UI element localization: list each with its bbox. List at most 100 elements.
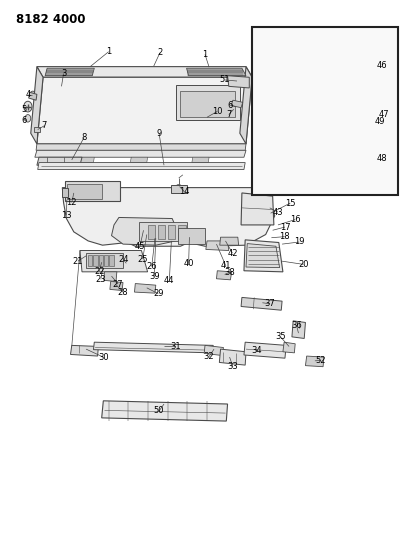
Polygon shape (243, 240, 282, 272)
Text: 47: 47 (378, 110, 389, 119)
Text: 8: 8 (81, 133, 87, 142)
Text: 4: 4 (26, 91, 31, 99)
Circle shape (121, 219, 139, 242)
Text: 5: 5 (21, 105, 26, 114)
Polygon shape (80, 251, 147, 272)
Polygon shape (297, 129, 310, 144)
Polygon shape (239, 67, 252, 144)
Circle shape (47, 79, 74, 113)
Polygon shape (305, 356, 323, 367)
Text: 46: 46 (376, 61, 387, 69)
Bar (139, 222, 186, 241)
Text: 25: 25 (137, 255, 148, 263)
Polygon shape (111, 217, 177, 245)
Text: 52: 52 (315, 356, 326, 365)
Text: 2: 2 (157, 49, 162, 57)
Bar (86, 253, 123, 268)
Text: 15: 15 (284, 199, 295, 207)
Bar (179, 91, 234, 117)
Polygon shape (35, 150, 245, 157)
Text: 51: 51 (219, 76, 229, 84)
Circle shape (24, 101, 32, 112)
Polygon shape (134, 284, 155, 293)
Polygon shape (282, 342, 294, 353)
Text: 3: 3 (61, 69, 66, 78)
Circle shape (175, 184, 182, 194)
Text: 42: 42 (227, 249, 237, 257)
Text: 50: 50 (153, 407, 164, 415)
Bar (147, 225, 155, 239)
Text: 30: 30 (98, 353, 108, 361)
Text: 7: 7 (225, 110, 231, 119)
Polygon shape (294, 107, 314, 116)
Text: 26: 26 (146, 262, 157, 271)
Text: 34: 34 (251, 346, 261, 355)
Polygon shape (34, 127, 40, 132)
Polygon shape (36, 144, 245, 150)
Text: 48: 48 (376, 155, 387, 163)
Polygon shape (204, 345, 223, 356)
Polygon shape (103, 272, 117, 281)
Polygon shape (191, 157, 209, 163)
Text: 49: 49 (373, 117, 384, 126)
Polygon shape (314, 109, 320, 115)
Circle shape (157, 220, 175, 244)
Circle shape (126, 99, 144, 122)
Polygon shape (245, 244, 279, 268)
Circle shape (140, 220, 158, 243)
Text: 36: 36 (290, 321, 301, 329)
Text: 1: 1 (202, 50, 207, 59)
Polygon shape (101, 401, 227, 421)
Text: 20: 20 (297, 260, 308, 269)
Text: 22: 22 (94, 267, 104, 276)
Polygon shape (205, 241, 228, 251)
Polygon shape (37, 157, 82, 165)
Text: 41: 41 (220, 262, 231, 270)
Bar (99, 255, 103, 266)
Circle shape (112, 190, 117, 197)
Text: 23: 23 (95, 275, 106, 284)
Text: 12: 12 (66, 198, 77, 207)
Text: 17: 17 (279, 223, 290, 231)
Text: 28: 28 (117, 288, 128, 296)
Text: 6: 6 (226, 101, 232, 109)
Circle shape (102, 190, 107, 197)
Circle shape (57, 92, 64, 100)
Polygon shape (29, 92, 37, 100)
Polygon shape (77, 157, 94, 163)
Polygon shape (110, 281, 123, 290)
Bar (104, 255, 108, 266)
Bar (93, 255, 97, 266)
Text: 8182 4000: 8182 4000 (16, 13, 86, 26)
Bar (178, 225, 185, 239)
Bar (252, 27, 397, 195)
Polygon shape (45, 68, 94, 76)
Bar (178, 228, 204, 244)
Polygon shape (288, 109, 294, 115)
Polygon shape (130, 157, 147, 163)
Text: 16: 16 (289, 215, 300, 224)
Text: 27: 27 (112, 280, 123, 288)
Polygon shape (219, 237, 238, 245)
Polygon shape (171, 185, 186, 193)
Circle shape (30, 91, 36, 99)
Text: 35: 35 (274, 333, 285, 341)
Bar (109, 255, 113, 266)
Text: 18: 18 (279, 232, 289, 241)
Text: 1: 1 (106, 47, 111, 56)
Text: 45: 45 (134, 243, 145, 251)
Polygon shape (31, 67, 43, 144)
Polygon shape (240, 193, 273, 225)
Polygon shape (216, 271, 231, 280)
Bar (157, 225, 165, 239)
Circle shape (151, 99, 169, 122)
Text: 39: 39 (148, 272, 159, 280)
Text: 10: 10 (211, 107, 222, 116)
Circle shape (180, 231, 188, 241)
Text: 21: 21 (72, 257, 83, 265)
Polygon shape (219, 349, 245, 365)
Text: 24: 24 (118, 255, 128, 264)
Bar (176, 85, 239, 120)
Text: 32: 32 (203, 352, 214, 361)
Polygon shape (243, 342, 285, 358)
